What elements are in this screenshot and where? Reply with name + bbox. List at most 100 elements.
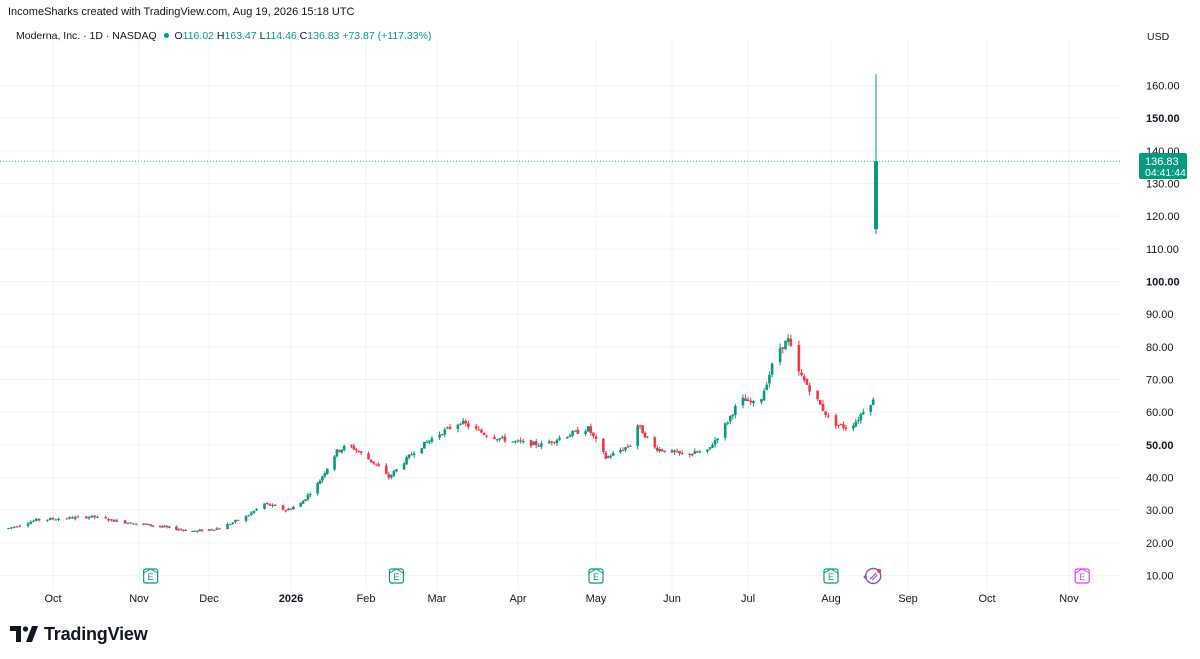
candle [149, 524, 152, 527]
y-tick-label: 80.00 [1146, 342, 1174, 354]
candle [514, 440, 517, 444]
candle [519, 437, 522, 444]
x-tick-label: Dec [199, 593, 219, 605]
candle [93, 515, 96, 520]
x-tick-label: Oct [44, 593, 61, 605]
tradingview-logo-icon [10, 626, 38, 642]
candle [271, 503, 274, 508]
candle [566, 436, 569, 439]
candle [48, 517, 52, 521]
candle [698, 450, 702, 454]
candles [7, 334, 875, 533]
candle [837, 424, 840, 429]
candle [589, 423, 593, 436]
candle [602, 438, 605, 455]
candle [372, 461, 375, 465]
low-label: L [259, 30, 266, 42]
last-price-tag: 136.83 04:41:44 [1139, 153, 1187, 179]
candle [854, 418, 858, 428]
candle [377, 462, 380, 467]
candle [10, 527, 13, 530]
candle [392, 469, 396, 478]
candle [734, 403, 737, 419]
candle [193, 530, 197, 532]
candle [292, 505, 295, 510]
chart-grid [0, 40, 1120, 590]
tradingview-logo[interactable]: TradingView [10, 622, 148, 646]
price-tag-countdown: 04:41:44 [1145, 167, 1186, 179]
earnings-marker[interactable]: E [388, 568, 405, 584]
candle [731, 413, 735, 420]
candle [744, 394, 747, 401]
earnings-marker[interactable]: E [588, 568, 604, 584]
high-value: 163.47 [224, 30, 257, 42]
candle [350, 444, 353, 449]
candle [226, 522, 229, 530]
candle [624, 446, 627, 453]
candle [760, 398, 763, 405]
currency-label: USD [1147, 31, 1170, 43]
marker-label: E [148, 572, 154, 582]
candle [250, 511, 253, 517]
candle [321, 475, 324, 483]
candle [568, 433, 572, 438]
x-tick-label: Aug [821, 593, 841, 605]
candle [696, 450, 699, 453]
candle [384, 463, 388, 475]
candle [653, 435, 657, 450]
x-axis: Oct Nov Dec 2026 Feb Mar Apr May Jun Jul Aug Sep Oct… [44, 593, 1079, 605]
dividend-marker[interactable] [863, 567, 882, 585]
candle [142, 523, 145, 526]
candle [29, 520, 33, 525]
candle [84, 515, 88, 519]
last-candle [874, 74, 878, 235]
candle [132, 522, 135, 525]
candle [423, 441, 426, 449]
candle [109, 518, 113, 522]
candle [459, 422, 462, 426]
candle [147, 523, 150, 525]
earnings-marker[interactable]: E [143, 568, 159, 584]
candle [808, 382, 811, 396]
candle [498, 437, 502, 442]
candle [678, 450, 681, 456]
candle [182, 529, 185, 532]
candle [37, 518, 41, 522]
candle [200, 529, 204, 532]
candle [407, 453, 411, 460]
candle [234, 519, 237, 524]
upcoming_earnings-marker[interactable]: E [1074, 568, 1090, 584]
candle [325, 468, 329, 475]
candle [467, 420, 470, 430]
earnings-marker[interactable]: E [823, 568, 839, 584]
y-tick-label: 40.00 [1146, 473, 1174, 485]
candle [604, 450, 608, 460]
y-tick-label: 120.00 [1146, 211, 1180, 223]
candle [675, 448, 679, 453]
y-tick-label: 160.00 [1146, 81, 1180, 93]
candle [708, 447, 712, 451]
candle [54, 518, 58, 521]
open-value: 116.02 [182, 30, 214, 42]
candle [690, 453, 694, 457]
candle [693, 448, 697, 454]
y-tick-label: 20.00 [1146, 538, 1174, 550]
candle [861, 408, 865, 416]
candle [446, 426, 449, 430]
marker-label: E [593, 572, 599, 582]
candle [425, 440, 429, 443]
candle [177, 528, 180, 531]
y-tick-label: 110.00 [1146, 244, 1179, 256]
candle [584, 429, 587, 437]
symbol-legend: Moderna, Inc. · 1D · NASDAQ O116.02 H163… [16, 30, 431, 42]
candle [688, 453, 692, 458]
candle [768, 371, 771, 388]
open-label: O [174, 30, 183, 42]
candle [857, 416, 860, 424]
candle [869, 404, 873, 416]
candle [316, 481, 319, 496]
candle [65, 517, 69, 520]
candle [215, 526, 219, 531]
candle [287, 507, 290, 511]
